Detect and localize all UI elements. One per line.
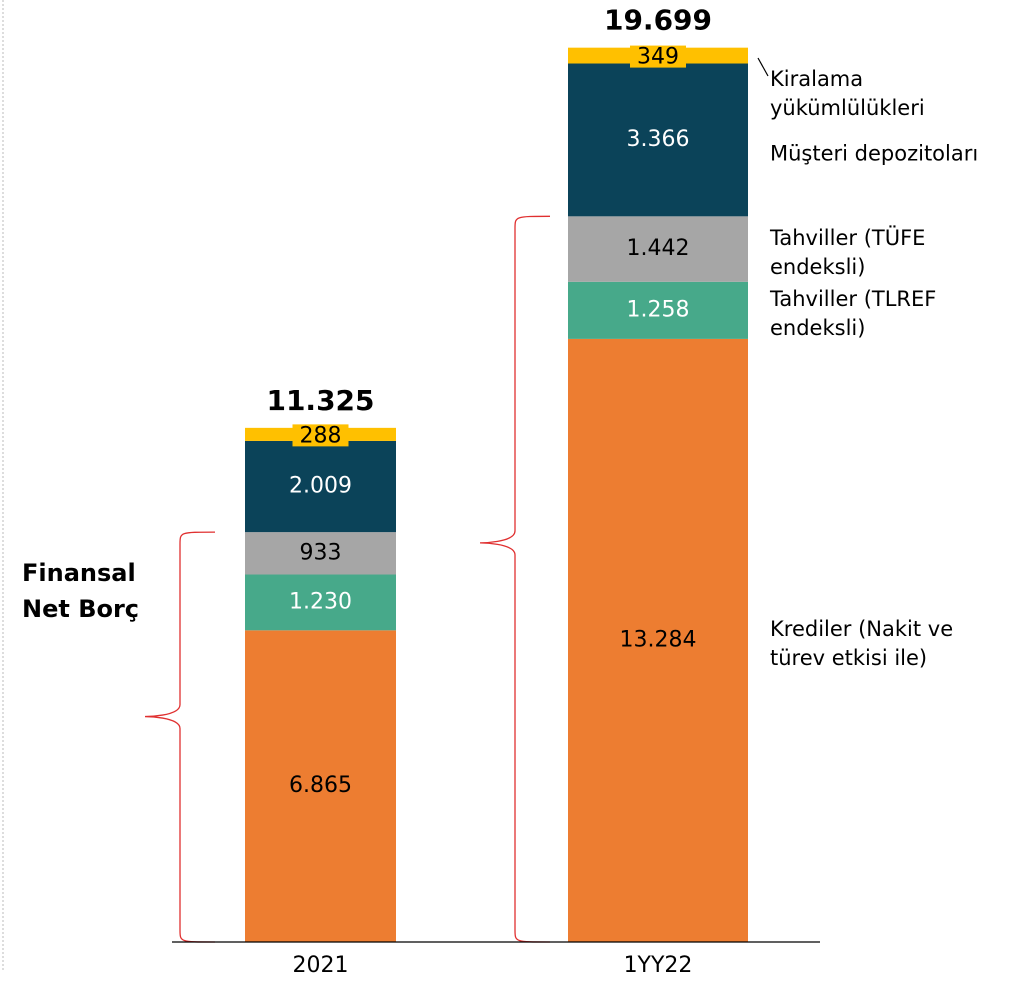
brace [479,215,551,943]
data-label: 288 [300,423,342,448]
annotation: Finansal Net Borç [22,559,140,623]
legend-label: Tahviller (TLREF endeksli) [770,287,937,341]
total-label: 19.699 [604,4,712,37]
bar-segment [568,63,748,217]
data-label: 3.366 [627,127,690,152]
legend-label: Kiralama yükümlülükleri [770,66,925,120]
x-tick-label: 1YY22 [624,953,693,978]
bar-segment [568,281,748,339]
bar-segment [245,630,396,942]
data-label: 349 [637,45,679,70]
legend-label: Müşteri depozitoları [770,141,979,166]
data-label: 933 [300,540,342,565]
bar-segment [568,338,748,943]
bar-segment [245,532,396,575]
data-label: 1.442 [627,236,690,261]
bar-segment [568,216,748,282]
bar-segment [245,574,396,631]
data-label: 6.865 [289,773,352,798]
data-label: 2.009 [289,474,352,499]
data-label: 1.230 [289,589,352,614]
label-box [292,424,349,447]
bar-segment [245,440,396,533]
legend-label: Tahviller (TÜFE endeksli) [770,226,926,280]
leader-line [757,57,769,77]
data-label: 1.258 [627,297,690,322]
brace [144,531,216,943]
label-box [630,45,686,68]
data-label: 13.284 [620,627,697,652]
total-label: 11.325 [266,384,374,417]
x-tick-label: 2021 [293,953,349,978]
legend-label: Krediler (Nakit ve türev etkisi ile) [770,617,954,671]
